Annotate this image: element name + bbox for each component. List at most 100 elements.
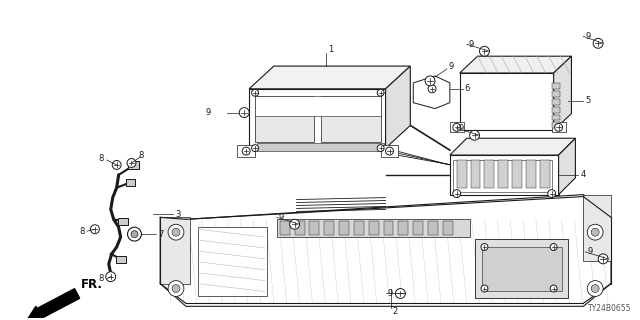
Bar <box>499 160 508 188</box>
Text: 5: 5 <box>586 96 591 105</box>
Circle shape <box>172 284 180 292</box>
Circle shape <box>550 285 557 292</box>
Text: 9: 9 <box>205 108 211 117</box>
Bar <box>470 160 481 188</box>
Bar <box>255 96 381 116</box>
FancyArrow shape <box>28 289 79 320</box>
Text: 1: 1 <box>328 45 333 54</box>
Text: TY24B0655: TY24B0655 <box>588 304 632 313</box>
Circle shape <box>428 85 436 93</box>
Circle shape <box>481 244 488 251</box>
Circle shape <box>593 38 603 48</box>
Circle shape <box>396 289 405 299</box>
Polygon shape <box>160 195 611 306</box>
Circle shape <box>591 228 599 236</box>
Bar <box>324 221 334 235</box>
Circle shape <box>172 228 180 236</box>
Bar <box>116 256 125 263</box>
Text: 8: 8 <box>99 154 104 163</box>
Circle shape <box>453 124 461 131</box>
Circle shape <box>290 219 300 229</box>
Bar <box>198 227 267 296</box>
Bar <box>475 239 568 299</box>
Bar <box>512 160 522 188</box>
Circle shape <box>377 145 384 152</box>
Bar <box>552 107 559 113</box>
Circle shape <box>598 254 608 264</box>
Text: 9: 9 <box>388 289 393 298</box>
Circle shape <box>479 46 490 56</box>
Circle shape <box>252 89 259 96</box>
Circle shape <box>90 225 99 234</box>
Bar <box>255 96 314 142</box>
Bar <box>277 219 470 237</box>
Bar <box>160 217 190 284</box>
Circle shape <box>588 224 603 240</box>
Polygon shape <box>249 89 385 148</box>
Polygon shape <box>450 138 575 155</box>
Text: 8: 8 <box>138 150 144 160</box>
Circle shape <box>425 76 435 86</box>
Bar <box>321 96 381 142</box>
Text: 6: 6 <box>465 84 470 93</box>
Circle shape <box>555 124 563 131</box>
Bar <box>552 123 566 132</box>
Text: 9: 9 <box>588 247 593 256</box>
Polygon shape <box>554 56 572 130</box>
Bar <box>457 160 467 188</box>
Circle shape <box>168 281 184 296</box>
Bar <box>484 160 494 188</box>
Circle shape <box>242 147 250 155</box>
Circle shape <box>481 285 488 292</box>
Bar <box>257 143 383 151</box>
Text: 8: 8 <box>99 274 104 283</box>
Bar <box>552 91 559 97</box>
Text: 4: 4 <box>580 170 586 179</box>
Bar <box>583 195 611 261</box>
Circle shape <box>106 272 116 282</box>
Text: 3: 3 <box>175 210 180 219</box>
Text: 9: 9 <box>449 61 454 71</box>
Text: 9: 9 <box>459 124 464 133</box>
Bar <box>413 221 423 235</box>
Circle shape <box>453 190 461 197</box>
Polygon shape <box>460 73 554 130</box>
Bar <box>552 123 559 128</box>
Bar <box>428 221 438 235</box>
Text: FR.: FR. <box>81 277 103 291</box>
Bar <box>294 221 305 235</box>
Bar <box>383 221 394 235</box>
Polygon shape <box>559 138 575 195</box>
Bar <box>540 160 550 188</box>
Text: 9: 9 <box>468 40 474 49</box>
Bar <box>381 145 399 157</box>
Bar <box>354 221 364 235</box>
Bar <box>526 160 536 188</box>
Bar <box>450 123 464 132</box>
Circle shape <box>591 284 599 292</box>
Circle shape <box>127 227 141 241</box>
Circle shape <box>131 231 138 238</box>
Bar <box>399 221 408 235</box>
Circle shape <box>548 190 556 197</box>
Bar <box>118 218 127 225</box>
Polygon shape <box>413 76 450 108</box>
Bar <box>369 221 379 235</box>
Bar <box>280 221 290 235</box>
Polygon shape <box>249 66 410 89</box>
Bar <box>552 83 559 89</box>
Bar <box>127 161 140 169</box>
Bar <box>310 221 319 235</box>
Bar <box>453 160 552 192</box>
Text: 7: 7 <box>158 230 164 239</box>
Circle shape <box>239 108 249 117</box>
Bar <box>483 247 561 292</box>
Bar <box>552 115 559 120</box>
Circle shape <box>588 281 603 296</box>
Circle shape <box>550 244 557 251</box>
Bar <box>237 145 255 157</box>
Bar <box>125 179 136 186</box>
Text: 8: 8 <box>79 227 84 236</box>
Circle shape <box>127 158 136 167</box>
Bar <box>443 221 453 235</box>
